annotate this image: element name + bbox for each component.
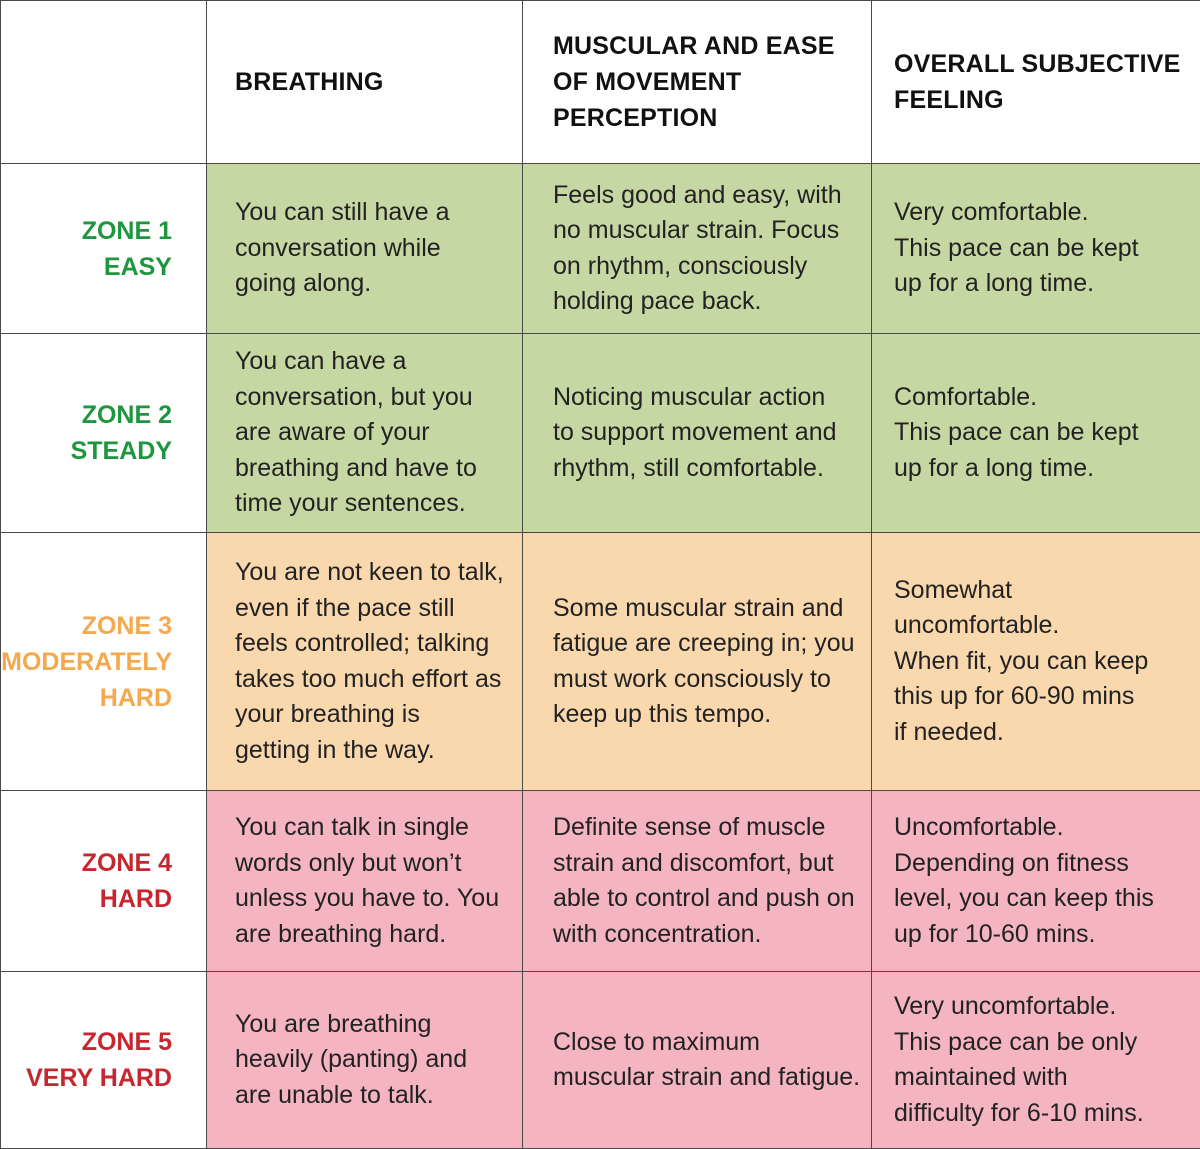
- breathing-cell: You can still have a conversation while …: [207, 164, 523, 334]
- feeling-cell: Uncomfortable. Depending on fitness leve…: [872, 791, 1200, 972]
- muscular-cell: Close to maximum muscular strain and fat…: [523, 972, 872, 1149]
- feeling-cell: Very uncomfortable. This pace can be onl…: [872, 972, 1200, 1149]
- zone-label: ZONE 4 HARD: [1, 845, 206, 917]
- zone-label: ZONE 3 MODERATELY HARD: [1, 608, 206, 716]
- feeling-text: Somewhat uncomfortable. When fit, you ca…: [872, 573, 1200, 751]
- muscular-text: Some muscular strain and fatigue are cre…: [523, 591, 871, 733]
- breathing-header-label: BREATHING: [207, 64, 522, 100]
- zone-row: ZONE 4 HARD You can talk in single words…: [1, 791, 1200, 972]
- breathing-cell: You can talk in single words only but wo…: [207, 791, 523, 972]
- corner-cell: [1, 1, 207, 164]
- muscular-text: Noticing muscular action to support move…: [523, 380, 871, 487]
- feeling-text: Very comfortable. This pace can be kept …: [872, 195, 1200, 302]
- breathing-cell: You are breathing heavily (panting) and …: [207, 972, 523, 1149]
- feeling-cell: Comfortable. This pace can be kept up fo…: [872, 334, 1200, 533]
- breathing-text: You can have a conversation, but you are…: [207, 344, 522, 522]
- zone-label-cell: ZONE 3 MODERATELY HARD: [1, 533, 207, 791]
- muscular-cell: Feels good and easy, with no muscular st…: [523, 164, 872, 334]
- breathing-text: You are not keen to talk, even if the pa…: [207, 555, 522, 768]
- zone-row: ZONE 1 EASY You can still have a convers…: [1, 164, 1200, 334]
- zone-label-cell: ZONE 2 STEADY: [1, 334, 207, 533]
- zone-label: ZONE 2 STEADY: [1, 397, 206, 469]
- feeling-text: Uncomfortable. Depending on fitness leve…: [872, 810, 1200, 952]
- zone-row: ZONE 3 MODERATELY HARD You are not keen …: [1, 533, 1200, 791]
- breathing-text: You can talk in single words only but wo…: [207, 810, 522, 952]
- breathing-text: You can still have a conversation while …: [207, 195, 522, 302]
- zone-label-cell: ZONE 5 VERY HARD: [1, 972, 207, 1149]
- muscular-text: Feels good and easy, with no muscular st…: [523, 178, 871, 320]
- feeling-cell: Somewhat uncomfortable. When fit, you ca…: [872, 533, 1200, 791]
- zone-label-cell: ZONE 1 EASY: [1, 164, 207, 334]
- muscular-text: Definite sense of muscle strain and disc…: [523, 810, 871, 952]
- muscular-text: Close to maximum muscular strain and fat…: [523, 1025, 871, 1096]
- zone-label: ZONE 5 VERY HARD: [1, 1024, 206, 1096]
- muscular-header: MUSCULAR AND EASE OF MOVEMENT PERCEPTION: [523, 1, 872, 164]
- overall-header: OVERALL SUBJECTIVE FEELING: [872, 1, 1200, 164]
- overall-header-label: OVERALL SUBJECTIVE FEELING: [872, 46, 1200, 118]
- muscular-cell: Some muscular strain and fatigue are cre…: [523, 533, 872, 791]
- feeling-cell: Very comfortable. This pace can be kept …: [872, 164, 1200, 334]
- zone-label-cell: ZONE 4 HARD: [1, 791, 207, 972]
- muscular-cell: Definite sense of muscle strain and disc…: [523, 791, 872, 972]
- header-row: BREATHING MUSCULAR AND EASE OF MOVEMENT …: [1, 1, 1200, 164]
- feeling-text: Very uncomfortable. This pace can be onl…: [872, 989, 1200, 1131]
- muscular-cell: Noticing muscular action to support move…: [523, 334, 872, 533]
- breathing-cell: You are not keen to talk, even if the pa…: [207, 533, 523, 791]
- breathing-text: You are breathing heavily (panting) and …: [207, 1007, 522, 1114]
- muscular-header-label: MUSCULAR AND EASE OF MOVEMENT PERCEPTION: [523, 28, 871, 136]
- zone-row: ZONE 5 VERY HARD You are breathing heavi…: [1, 972, 1200, 1149]
- zone-label: ZONE 1 EASY: [1, 213, 206, 285]
- breathing-header: BREATHING: [207, 1, 523, 164]
- breathing-cell: You can have a conversation, but you are…: [207, 334, 523, 533]
- feeling-text: Comfortable. This pace can be kept up fo…: [872, 380, 1200, 487]
- zone-row: ZONE 2 STEADY You can have a conversatio…: [1, 334, 1200, 533]
